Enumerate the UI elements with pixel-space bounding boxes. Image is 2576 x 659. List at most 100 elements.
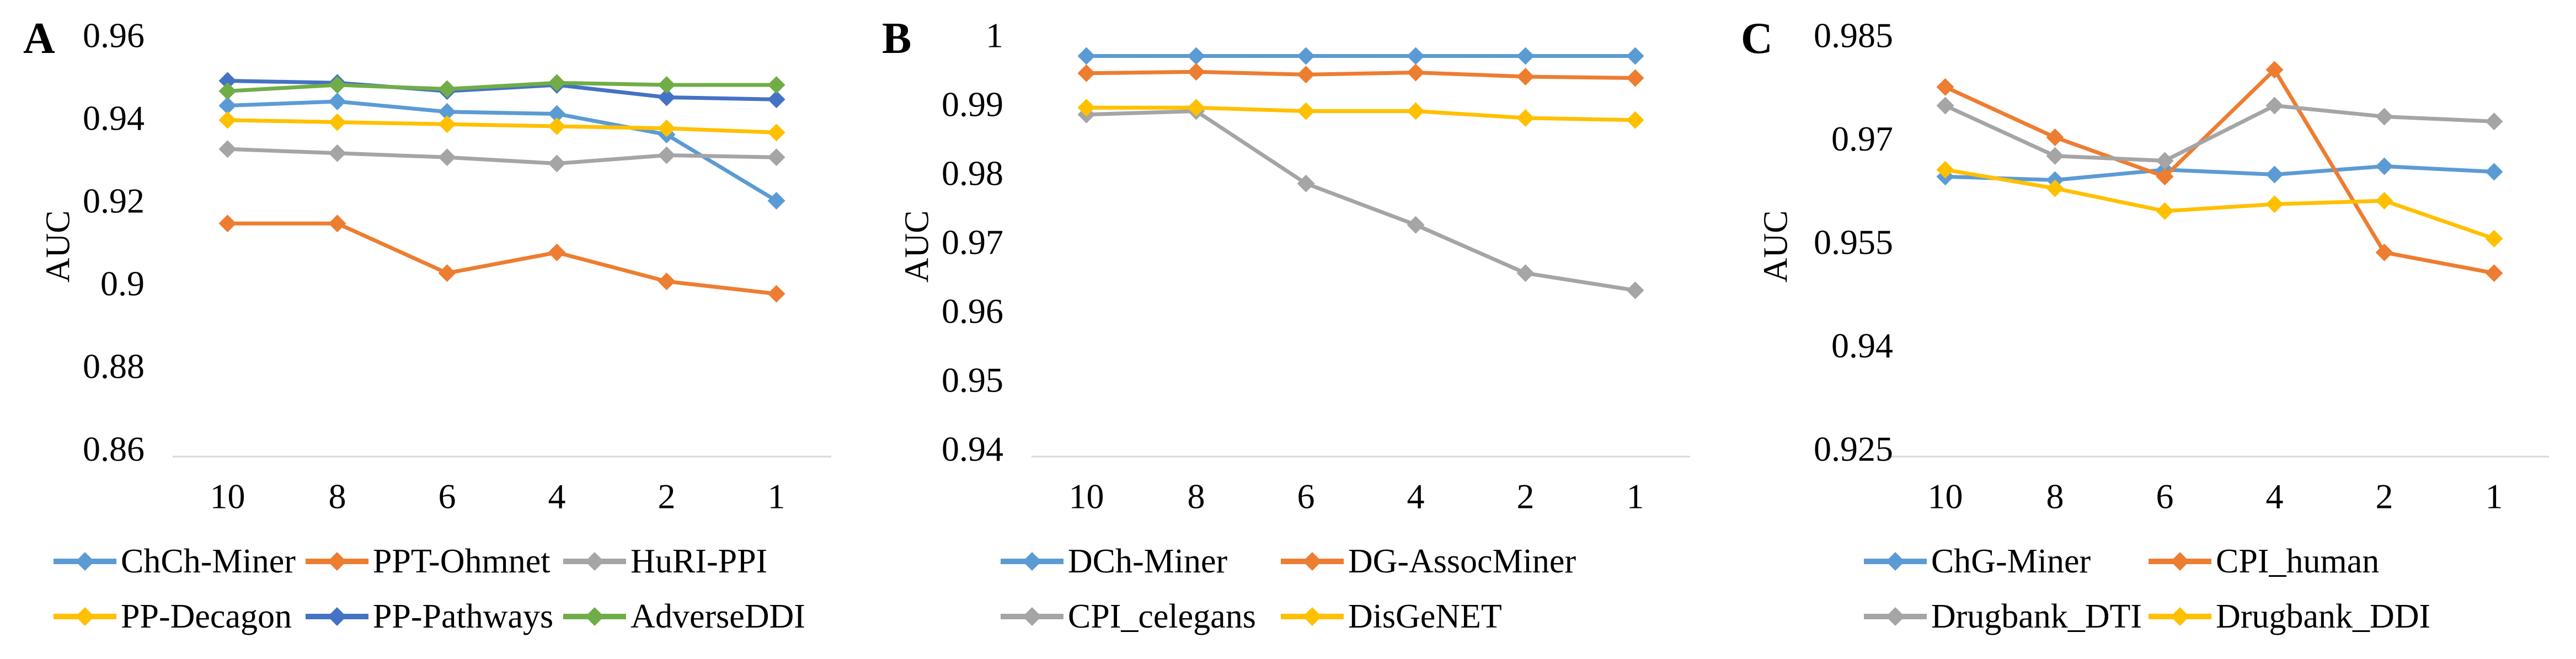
panel-c: C AUC 0.985 0.97 0.955 0.94 0.925 10 8 6 4 2 1 ChG… bbox=[1718, 0, 2576, 659]
series-marker-icon bbox=[2375, 108, 2393, 126]
series-marker-icon bbox=[438, 148, 456, 167]
x-tick-label: 4 bbox=[1407, 477, 1425, 516]
series-line-Drugbank_DTI bbox=[1943, 104, 2496, 163]
series-marker-icon bbox=[218, 111, 237, 129]
series-marker-icon bbox=[2156, 202, 2174, 220]
y-tick-label: 0.99 bbox=[942, 85, 1003, 124]
legend-item-ChCh-Miner: ChCh-Miner bbox=[54, 542, 296, 581]
legend-marker-diamond bbox=[2171, 607, 2190, 626]
series-marker-icon bbox=[1407, 216, 1425, 234]
legend: ChG-Miner CPI_human Drugbank_DTI Drugbank_D… bbox=[1718, 542, 2576, 636]
auc-line-chart: 0.96 0.94 0.92 0.9 0.88 0.86 10 8 6 4 2 1 bbox=[83, 16, 831, 516]
y-tick-label: 0.955 bbox=[1814, 223, 1893, 262]
series-marker-icon bbox=[767, 285, 785, 303]
legend-item-DG-AssocMiner: DG-AssocMiner bbox=[1280, 542, 1576, 581]
series-marker-icon bbox=[1297, 174, 1315, 192]
x-tick-label: 6 bbox=[439, 477, 456, 516]
series-line-ChG-Miner bbox=[1943, 164, 2496, 182]
panel-letter: C bbox=[1741, 14, 1773, 63]
y-tick-label: 0.985 bbox=[1814, 16, 1893, 55]
legend: DCh-Miner DG-AssocMiner CPI_celegans DisGeN… bbox=[859, 542, 1718, 636]
legend-label: ChG-Miner bbox=[1931, 542, 2091, 580]
x-tick-label: 10 bbox=[1928, 477, 1963, 516]
series-marker-icon bbox=[2156, 152, 2174, 170]
series-marker-icon bbox=[2265, 165, 2284, 184]
legend-item-DCh-Miner: DCh-Miner bbox=[1000, 542, 1227, 581]
series-marker-icon bbox=[548, 74, 566, 92]
series-marker-icon bbox=[1936, 78, 1954, 96]
legend-label: HuRI-PPI bbox=[630, 542, 768, 580]
legend-marker-icon bbox=[54, 607, 117, 626]
series-line-DG-AssocMiner bbox=[1084, 69, 1637, 80]
legend-label: ChCh-Miner bbox=[121, 542, 296, 580]
series-marker-icon bbox=[2375, 157, 2393, 175]
series-marker-icon bbox=[218, 97, 237, 115]
legend-item-PP-Pathways: PP-Pathways bbox=[305, 597, 553, 636]
legend-label: DG-AssocMiner bbox=[1348, 542, 1576, 580]
legend-marker-icon bbox=[563, 607, 627, 626]
y-tick-label: 0.94 bbox=[942, 430, 1003, 469]
series-marker-icon bbox=[1297, 102, 1315, 120]
series-marker-icon bbox=[548, 117, 566, 135]
x-tick-label: 1 bbox=[2486, 477, 2503, 516]
series-marker-icon bbox=[2046, 128, 2064, 146]
series-marker-icon bbox=[1936, 160, 1954, 179]
series-marker-icon bbox=[328, 144, 346, 162]
legend-label: AdverseDDI bbox=[630, 597, 805, 635]
series-line-Drugbank_DDI bbox=[1943, 168, 2496, 241]
series-marker-icon bbox=[2046, 179, 2064, 197]
legend-label: Drugbank_DTI bbox=[1931, 597, 2142, 635]
series-marker-icon bbox=[767, 192, 785, 210]
y-tick-label: 0.9 bbox=[100, 264, 145, 303]
series-line-HuRI-PPI bbox=[226, 147, 778, 165]
legend-marker-icon bbox=[54, 552, 117, 571]
series-marker-icon bbox=[1516, 109, 1535, 127]
series-marker-icon bbox=[1936, 97, 1954, 115]
legend-item-PP-Decagon: PP-Decagon bbox=[54, 597, 292, 636]
y-tick-label: 0.86 bbox=[83, 430, 145, 469]
legend-marker-diamond bbox=[1302, 607, 1322, 626]
x-tick-label: 10 bbox=[1069, 477, 1104, 516]
series-marker-icon bbox=[767, 90, 785, 109]
series-marker-icon bbox=[2046, 147, 2064, 165]
legend-item-AdverseDDI: AdverseDDI bbox=[563, 597, 805, 636]
y-tick-label: 0.88 bbox=[83, 347, 145, 386]
series-marker-icon bbox=[548, 105, 566, 123]
y-tick-label: 0.96 bbox=[83, 16, 145, 55]
x-tick-label: 1 bbox=[768, 477, 785, 516]
auc-line-chart: 1 0.99 0.98 0.97 0.96 0.95 0.94 10 8 6 4 2 1 bbox=[942, 16, 1690, 516]
x-tick-label: 2 bbox=[1517, 477, 1535, 516]
legend: ChCh-Miner PPT-Ohmnet HuRI-PPI PP-Decagon PP… bbox=[0, 542, 859, 636]
series-marker-icon bbox=[2375, 192, 2393, 210]
legend-label: PP-Decagon bbox=[121, 597, 292, 635]
series-marker-icon bbox=[767, 148, 785, 167]
legend-marker-diamond bbox=[1022, 552, 1041, 571]
legend-item-Drugbank_DDI: Drugbank_DDI bbox=[2149, 597, 2430, 636]
legend-marker-icon bbox=[305, 552, 368, 571]
series-marker-icon bbox=[1077, 64, 1095, 82]
series-marker-icon bbox=[658, 272, 676, 291]
series-marker-icon bbox=[1187, 99, 1205, 117]
legend-marker-icon bbox=[1000, 552, 1063, 571]
legend-item-ChG-Miner: ChG-Miner bbox=[1863, 542, 2091, 581]
legend-marker-diamond bbox=[1885, 552, 1905, 571]
y-tick-label: 0.94 bbox=[1831, 326, 1893, 365]
series-marker-icon bbox=[1626, 111, 1644, 129]
legend-marker-icon bbox=[1863, 552, 1927, 571]
x-tick-label: 2 bbox=[658, 477, 676, 516]
legend-label: DisGeNET bbox=[1348, 597, 1502, 635]
panel-letter: B bbox=[882, 14, 912, 63]
auc-line-chart: 0.985 0.97 0.955 0.94 0.925 10 8 6 4 2 1 bbox=[1814, 16, 2549, 516]
legend-marker-diamond bbox=[1302, 552, 1322, 571]
series-marker-icon bbox=[218, 82, 237, 100]
series-line-ChCh-Miner bbox=[226, 99, 778, 203]
legend-marker-icon bbox=[1000, 607, 1063, 626]
series-marker-icon bbox=[1626, 281, 1644, 299]
x-tick-label: 8 bbox=[1188, 477, 1205, 516]
series-marker-icon bbox=[1516, 264, 1535, 282]
legend-item-CPI_celegans: CPI_celegans bbox=[1000, 597, 1256, 636]
legend-label: CPI_human bbox=[2216, 542, 2380, 580]
legend-marker-diamond bbox=[585, 552, 605, 571]
series-marker-icon bbox=[2156, 168, 2174, 186]
